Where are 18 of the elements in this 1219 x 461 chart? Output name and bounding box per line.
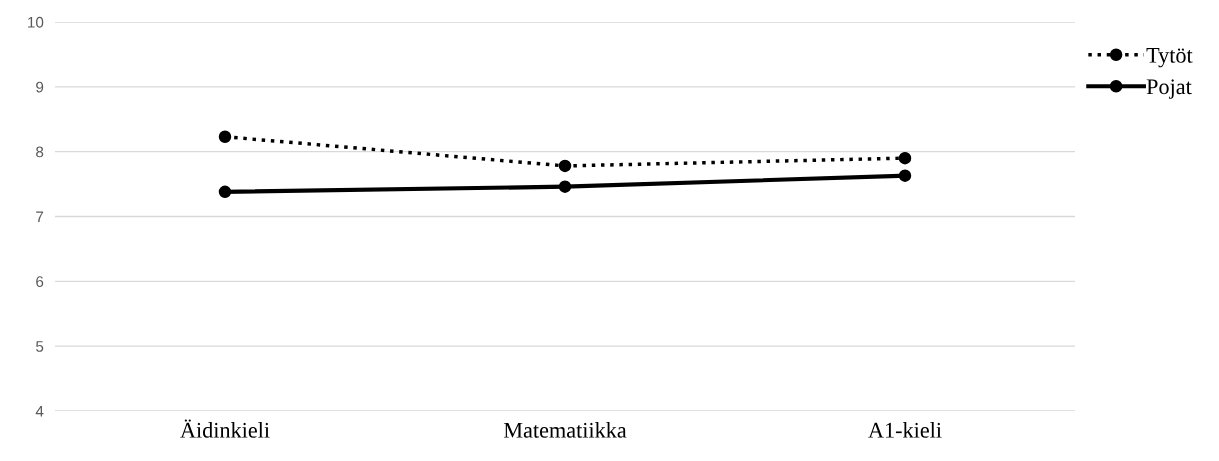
y-tick-label: 6 [36, 276, 44, 288]
y-tick-label: 5 [36, 341, 44, 352]
y-tick-label: 9 [36, 81, 44, 93]
x-tick-label: Äidinkieli [180, 419, 270, 438]
x-tick-label: Matematiikka [503, 422, 627, 438]
point [218, 185, 232, 199]
point [898, 169, 912, 182]
y-tick-label: 10 [28, 16, 44, 28]
y-tick-label: 8 [36, 146, 44, 158]
x-tick-label: A1-kieli [868, 422, 942, 438]
point [558, 159, 572, 173]
point [218, 130, 232, 144]
legend-label: Tytöt [1146, 48, 1193, 68]
point [558, 180, 572, 193]
legend-label: Pojat [1146, 79, 1192, 99]
point [898, 151, 912, 165]
y-tick-label: 7 [36, 211, 44, 223]
y-tick-label: 4 [35, 406, 44, 417]
